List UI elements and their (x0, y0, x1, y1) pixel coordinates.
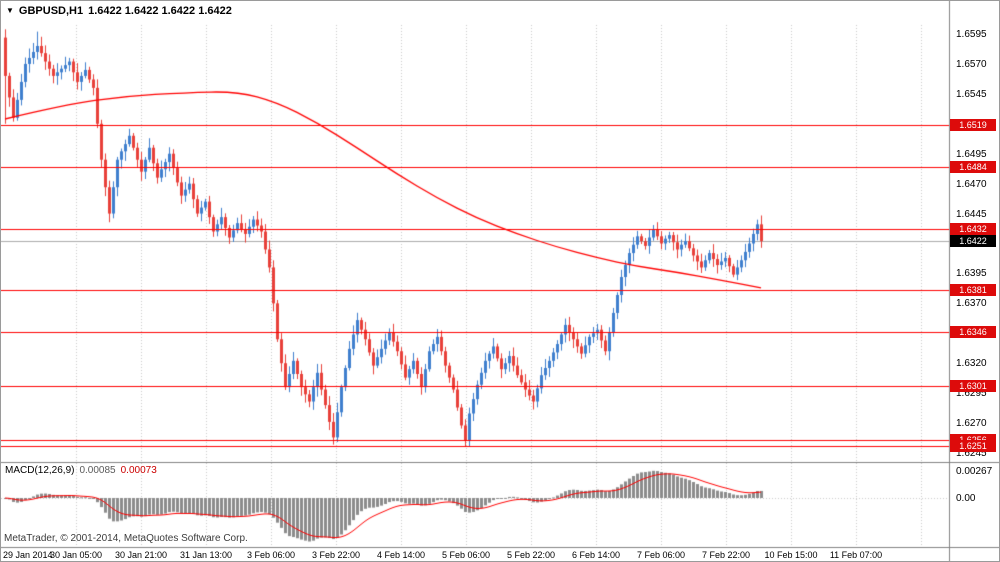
macd-main-value: 0.00085 (79, 465, 116, 476)
ohlc-quotes: 1.6422 1.6422 1.6422 1.6422 (88, 5, 232, 17)
copyright-text: MetaTrader, © 2001-2014, MetaQuotes Soft… (4, 533, 248, 544)
symbol-ohlc-label: ▼ GBPUSD,H1 1.6422 1.6422 1.6422 1.6422 (6, 5, 232, 17)
symbol-period-label: GBPUSD,H1 (18, 5, 84, 17)
macd-name: MACD(12,26,9) (5, 465, 75, 476)
collapse-triangle-icon[interactable]: ▼ (6, 5, 14, 15)
macd-signal-value: 0.00073 (120, 465, 157, 476)
macd-indicator-label: MACD(12,26,9) 0.00085 0.00073 (5, 465, 157, 476)
